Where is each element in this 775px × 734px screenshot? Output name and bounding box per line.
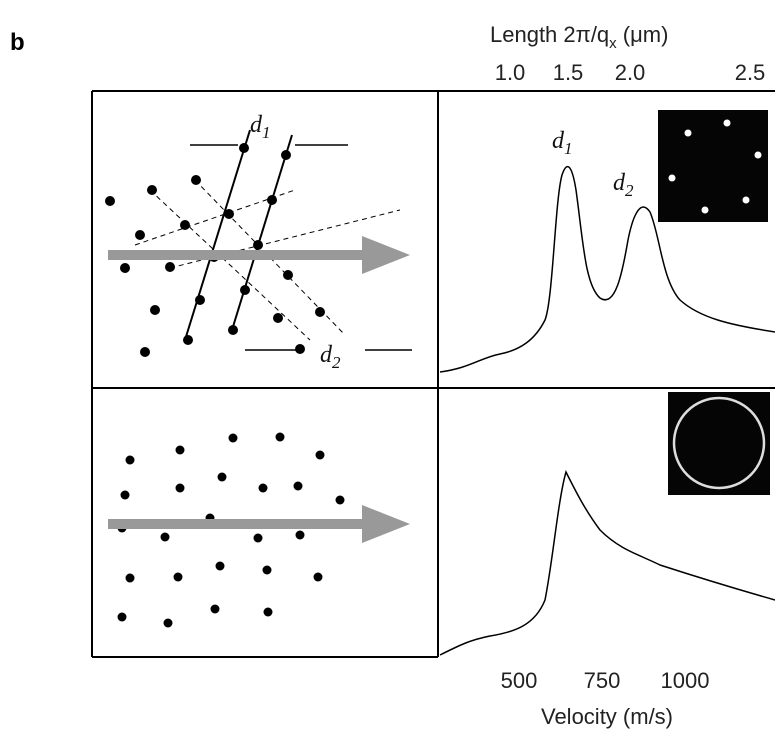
annotation-main: d [613,170,626,196]
arrow [108,505,410,543]
panel-label: b [10,29,25,56]
top-tick-label: 2.0 [615,60,646,85]
annotation: d2 [613,170,634,200]
annotation-sub: 2 [332,353,341,372]
annotation-main: d [250,112,263,138]
bottom-tick-label: 750 [584,668,621,693]
bottom-axis-label: Velocity (m/s) [541,704,673,729]
lattice-dots [105,143,325,357]
frame [91,90,775,658]
top-tick-label: 1.5 [553,60,584,85]
annotation-main: d [320,342,333,368]
annotation: d1 [552,128,573,158]
annotation-sub: 1 [564,139,573,158]
top-axis-label-main: Length 2π/q [490,22,609,47]
inset-ring [668,392,770,495]
annotation-sub: 2 [625,181,634,200]
inset-hexagonal [658,110,768,222]
annotation: d1 [250,112,271,142]
annotation-main: d [552,128,565,154]
bottom-tick-label: 500 [501,668,538,693]
annotation-sub: 1 [262,123,271,142]
lattice-lines [134,129,412,351]
spectrum-disordered [439,469,775,656]
disordered-dots [117,432,345,628]
top-axis-label: Length 2π/qx (μm) [490,22,668,52]
spectrum-ordered [439,165,775,373]
top-axis-label-sub: x [609,35,617,52]
top-tick-label: 2.5 [735,60,766,85]
annotation: d2 [320,342,341,372]
arrow [108,236,410,274]
top-axis-label-unit: (μm) [617,22,669,47]
top-tick-label: 1.0 [495,60,526,85]
bottom-tick-label: 1000 [661,668,710,693]
